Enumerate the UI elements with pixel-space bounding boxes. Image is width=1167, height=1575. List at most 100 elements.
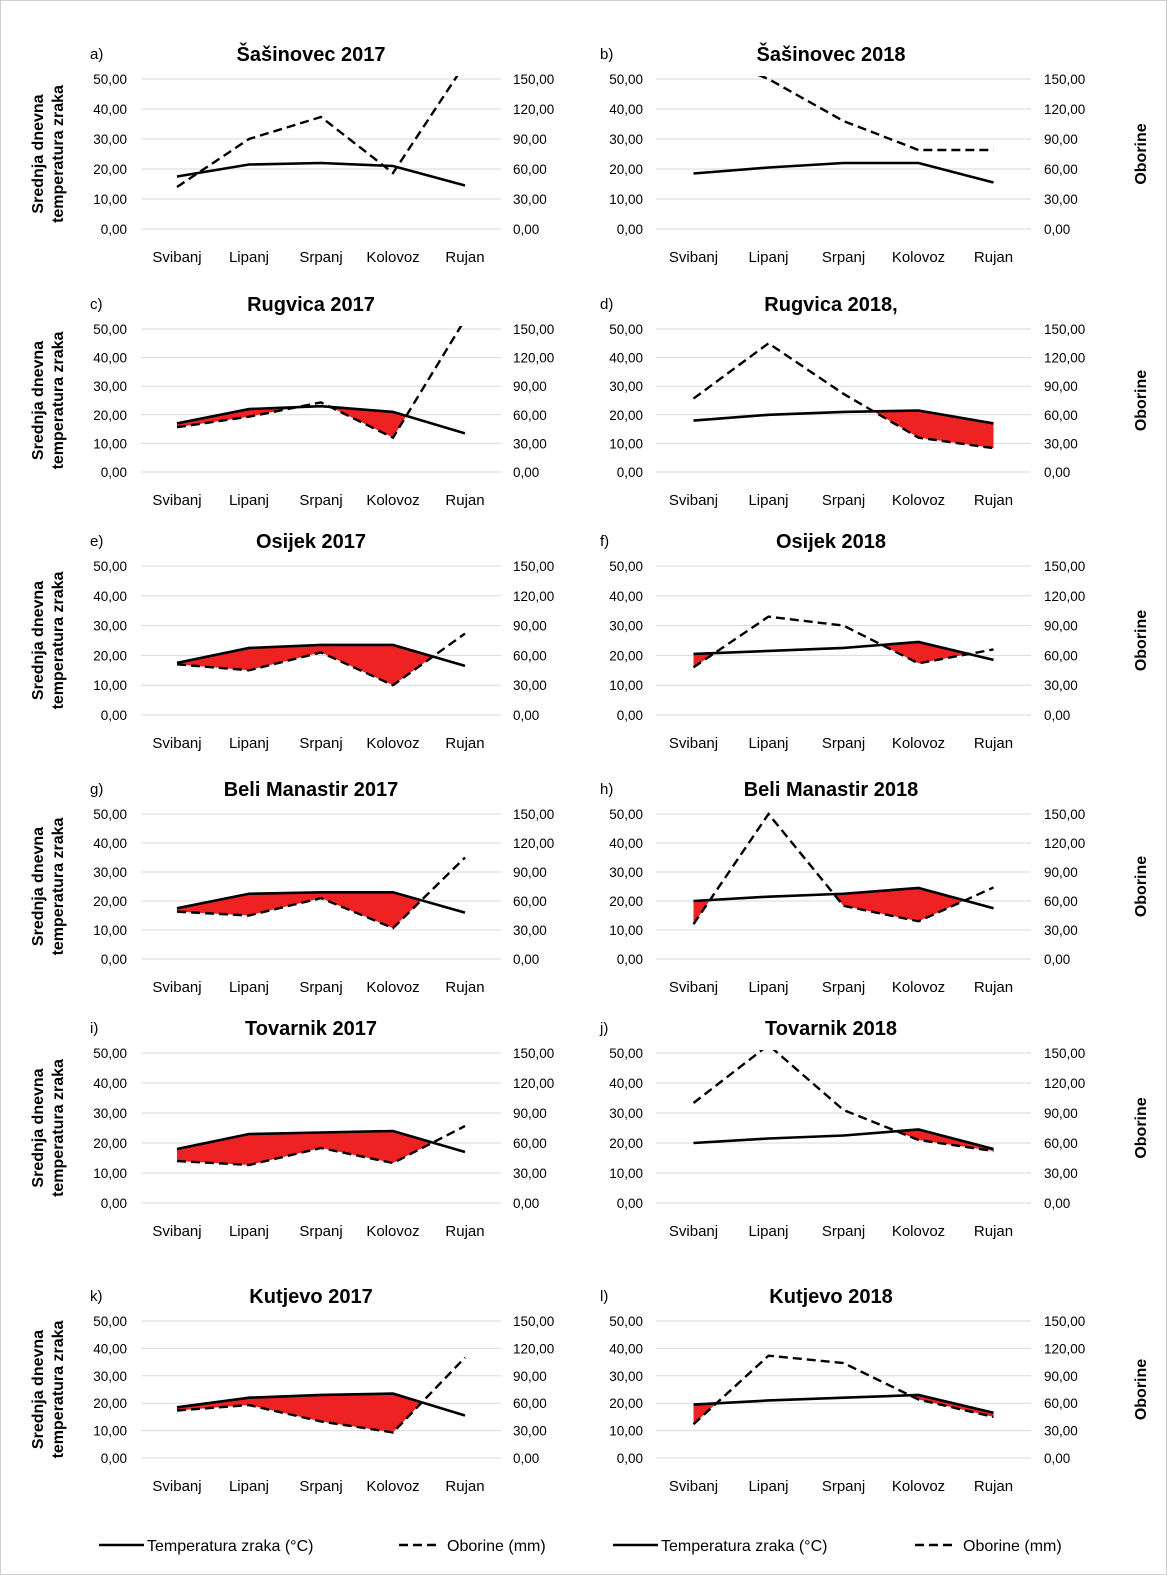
y2-axis-title: Oborine xyxy=(1133,1097,1150,1158)
category-label: Rujan xyxy=(445,492,484,509)
category-label: Kolovoz xyxy=(892,979,945,996)
right-tick-label: 60,00 xyxy=(513,1396,547,1411)
left-tick-label: 0,00 xyxy=(101,1451,127,1466)
category-label: Lipanj xyxy=(748,1223,788,1240)
left-tick-label: 40,00 xyxy=(609,351,643,366)
left-tick-label: 20,00 xyxy=(93,408,127,423)
right-tick-label: 60,00 xyxy=(1044,1136,1078,1151)
category-label: Lipanj xyxy=(229,1478,269,1495)
deficit-segment xyxy=(321,1393,393,1433)
left-tick-label: 30,00 xyxy=(609,619,643,634)
left-tick-label: 40,00 xyxy=(93,351,127,366)
right-tick-label: 90,00 xyxy=(1044,865,1078,880)
precipitation-line xyxy=(757,76,994,152)
category-label: Srpanj xyxy=(822,735,865,752)
category-label: Kolovoz xyxy=(892,735,945,752)
chart-panel: 0,00 0,00 10,00 30,00 20,00 60,00 30,00 90,00 40… xyxy=(600,42,1150,266)
right-tick-label: 120,00 xyxy=(513,351,554,366)
legend-temperature-label: Temperatura zraka (°C) xyxy=(661,1538,827,1555)
precipitation-line xyxy=(692,1050,994,1153)
temperature-line xyxy=(693,1393,994,1415)
y-axis-title: Srednja dnevna temperatura zraka xyxy=(30,1320,67,1458)
deficit-segment xyxy=(393,1393,422,1433)
left-tick-label: 20,00 xyxy=(93,1136,127,1151)
right-tick-label: 150,00 xyxy=(1044,559,1085,574)
y2-axis-title-text: Oborine xyxy=(1133,123,1150,184)
precipitation-line xyxy=(692,1354,994,1426)
panel-letter: k) xyxy=(90,1288,103,1305)
chart-panel: 0,00 0,00 10,00 30,00 20,00 60,00 30,00 90,00 40… xyxy=(30,531,554,752)
left-tick-label: 40,00 xyxy=(609,102,643,117)
panel-letter: e) xyxy=(90,533,103,550)
left-tick-label: 30,00 xyxy=(609,1369,643,1384)
chart-panel: 0,00 0,00 10,00 30,00 20,00 60,00 30,00 90,00 40… xyxy=(30,1018,554,1240)
right-tick-label: 90,00 xyxy=(513,1369,547,1384)
chart-title: Osijek 2018 xyxy=(776,531,886,553)
category-label: Lipanj xyxy=(229,249,269,266)
precipitation-line xyxy=(176,326,463,440)
right-tick-label: 120,00 xyxy=(1044,1341,1085,1356)
chart-panel: 0,00 0,00 10,00 30,00 20,00 60,00 30,00 90,00 40… xyxy=(30,294,554,509)
right-tick-label: 30,00 xyxy=(1044,436,1078,451)
category-label: Srpanj xyxy=(822,1478,865,1495)
category-label: Kolovoz xyxy=(892,249,945,266)
deficit-area xyxy=(177,1393,422,1433)
category-label: Kolovoz xyxy=(892,492,945,509)
panel-letter: b) xyxy=(600,46,613,63)
chart-panel: 0,00 0,00 10,00 30,00 20,00 60,00 30,00 90,00 40… xyxy=(30,1286,554,1495)
y2-axis-title: Oborine xyxy=(1133,856,1150,917)
right-tick-label: 0,00 xyxy=(513,952,539,967)
panel-letter: a) xyxy=(90,46,103,63)
chart-panel: 0,00 0,00 10,00 30,00 20,00 60,00 30,00 90,00 40… xyxy=(600,1286,1150,1495)
left-tick-label: 10,00 xyxy=(93,1424,127,1439)
left-tick-label: 40,00 xyxy=(93,589,127,604)
y-axis-title-line2: temperatura zraka xyxy=(50,1059,67,1197)
right-tick-label: 60,00 xyxy=(513,408,547,423)
deficit-segment xyxy=(393,892,422,929)
right-tick-label: 60,00 xyxy=(1044,894,1078,909)
y-axis-title: Srednja dnevna temperatura zraka xyxy=(30,571,67,709)
deficit-segment xyxy=(918,410,994,449)
deficit-area xyxy=(177,644,433,686)
right-tick-label: 0,00 xyxy=(1044,465,1070,480)
category-label: Kolovoz xyxy=(892,1478,945,1495)
right-tick-label: 0,00 xyxy=(1044,1451,1070,1466)
temperature-line xyxy=(693,409,994,425)
y-axis-title-line2: temperatura zraka xyxy=(50,85,67,223)
panel-letter: f) xyxy=(600,533,609,550)
precipitation-line xyxy=(176,856,466,930)
category-label: Svibanj xyxy=(669,1478,718,1495)
left-tick-label: 10,00 xyxy=(609,192,643,207)
left-tick-label: 0,00 xyxy=(617,952,643,967)
category-label: Lipanj xyxy=(229,1223,269,1240)
left-tick-label: 40,00 xyxy=(609,836,643,851)
deficit-segment xyxy=(918,641,969,664)
panel-letter: d) xyxy=(600,296,613,313)
left-tick-label: 40,00 xyxy=(609,589,643,604)
right-tick-label: 90,00 xyxy=(1044,1369,1078,1384)
y2-axis-title-text: Oborine xyxy=(1133,856,1150,917)
left-tick-label: 0,00 xyxy=(617,1196,643,1211)
deficit-segment xyxy=(843,887,919,922)
category-label: Rujan xyxy=(445,979,484,996)
category-label: Lipanj xyxy=(229,492,269,509)
category-label: Lipanj xyxy=(748,735,788,752)
left-tick-label: 10,00 xyxy=(609,923,643,938)
right-tick-label: 30,00 xyxy=(513,1166,547,1181)
chart-title: Rugvica 2018, xyxy=(764,294,897,316)
left-tick-label: 30,00 xyxy=(93,619,127,634)
left-tick-label: 10,00 xyxy=(93,436,127,451)
left-tick-label: 20,00 xyxy=(609,162,643,177)
chart-title: Beli Manastir 2017 xyxy=(224,779,399,801)
category-label: Svibanj xyxy=(669,249,718,266)
y-axis-title-line2: temperatura zraka xyxy=(50,331,67,469)
right-tick-label: 120,00 xyxy=(513,1341,554,1356)
category-label: Svibanj xyxy=(669,1223,718,1240)
left-tick-label: 20,00 xyxy=(93,162,127,177)
category-label: Rujan xyxy=(974,249,1013,266)
panel-letter: i) xyxy=(90,1020,98,1037)
left-tick-label: 20,00 xyxy=(609,1396,643,1411)
left-tick-label: 50,00 xyxy=(93,1314,127,1329)
left-tick-label: 0,00 xyxy=(101,465,127,480)
